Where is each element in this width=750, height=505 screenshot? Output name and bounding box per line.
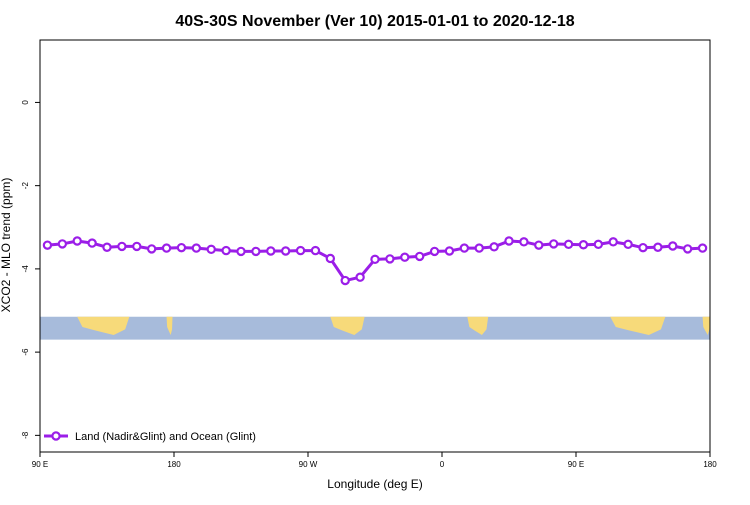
data-point	[295, 245, 306, 256]
data-point	[72, 236, 82, 246]
data-point	[400, 252, 410, 262]
data-point	[697, 243, 708, 253]
data-point	[489, 242, 499, 252]
x-tick-label: 180	[703, 460, 717, 469]
data-point	[638, 242, 648, 253]
data-point	[548, 239, 559, 249]
land-south-america	[330, 316, 365, 336]
data-point	[534, 240, 544, 250]
y-axis-label: XCO2 - MLO trend (ppm)	[0, 178, 13, 313]
map-strip	[40, 316, 710, 340]
data-point	[578, 240, 589, 250]
land-new-zealand-east	[702, 316, 710, 336]
data-point	[206, 244, 216, 255]
land-new-zealand	[166, 316, 173, 336]
data-point	[370, 254, 380, 265]
y-tick-label: -4	[21, 265, 30, 273]
axes: 90 E 180 90 W 0 90 E 180 0 -2 -4 -6 -8	[21, 39, 717, 469]
data-point	[355, 272, 365, 282]
data-point	[340, 275, 350, 286]
data-point	[682, 244, 693, 254]
data-point	[161, 243, 172, 253]
land-australia-east	[610, 316, 666, 336]
data-point	[117, 241, 127, 252]
data-point	[444, 246, 455, 256]
data-point	[280, 246, 291, 256]
data-point	[57, 239, 68, 249]
land-africa	[467, 316, 489, 336]
data-point	[519, 237, 529, 247]
data-point	[251, 246, 261, 257]
y-tick-label: 0	[21, 100, 30, 105]
legend: Land (Nadir&Glint) and Ocean (Glint)	[44, 431, 256, 443]
data-point	[653, 242, 663, 252]
data-point	[474, 243, 484, 253]
x-tick-label: 0	[440, 460, 445, 469]
legend-marker	[51, 431, 61, 441]
data-point	[668, 241, 678, 251]
data-point	[325, 253, 336, 264]
x-tick-label: 90 E	[32, 460, 48, 469]
ocean-band	[40, 316, 710, 340]
data-point	[176, 242, 187, 253]
data-point	[236, 246, 246, 257]
plot-frame	[39, 39, 711, 453]
y-tick-label: -2	[21, 182, 30, 190]
data-point	[146, 244, 157, 254]
data-point	[221, 245, 231, 256]
data-point	[563, 239, 574, 250]
data-point	[87, 238, 97, 248]
data-point	[42, 240, 53, 250]
data-point	[623, 239, 633, 250]
data-point	[102, 242, 112, 252]
data-point	[132, 241, 142, 252]
x-tick-label: 180	[167, 460, 181, 469]
y-tick-label: -8	[21, 431, 30, 439]
series-layer	[42, 236, 708, 286]
data-point	[593, 239, 604, 250]
data-point	[191, 243, 202, 253]
chart-title: 40S-30S November (Ver 10) 2015-01-01 to …	[175, 13, 574, 30]
data-point	[266, 246, 276, 256]
data-point	[459, 243, 470, 253]
x-tick-label: 90 E	[568, 460, 584, 469]
legend-label: Land (Nadir&Glint) and Ocean (Glint)	[75, 431, 256, 443]
x-axis-label: Longitude (deg E)	[327, 477, 422, 491]
data-point	[429, 246, 440, 257]
y-tick-label: -6	[21, 348, 30, 356]
data-point	[504, 236, 514, 246]
data-point	[608, 237, 618, 247]
data-point	[385, 254, 395, 264]
x-tick-label: 90 W	[299, 460, 318, 469]
land-australia-west	[77, 316, 130, 336]
data-point	[414, 251, 425, 262]
data-point	[310, 245, 321, 256]
